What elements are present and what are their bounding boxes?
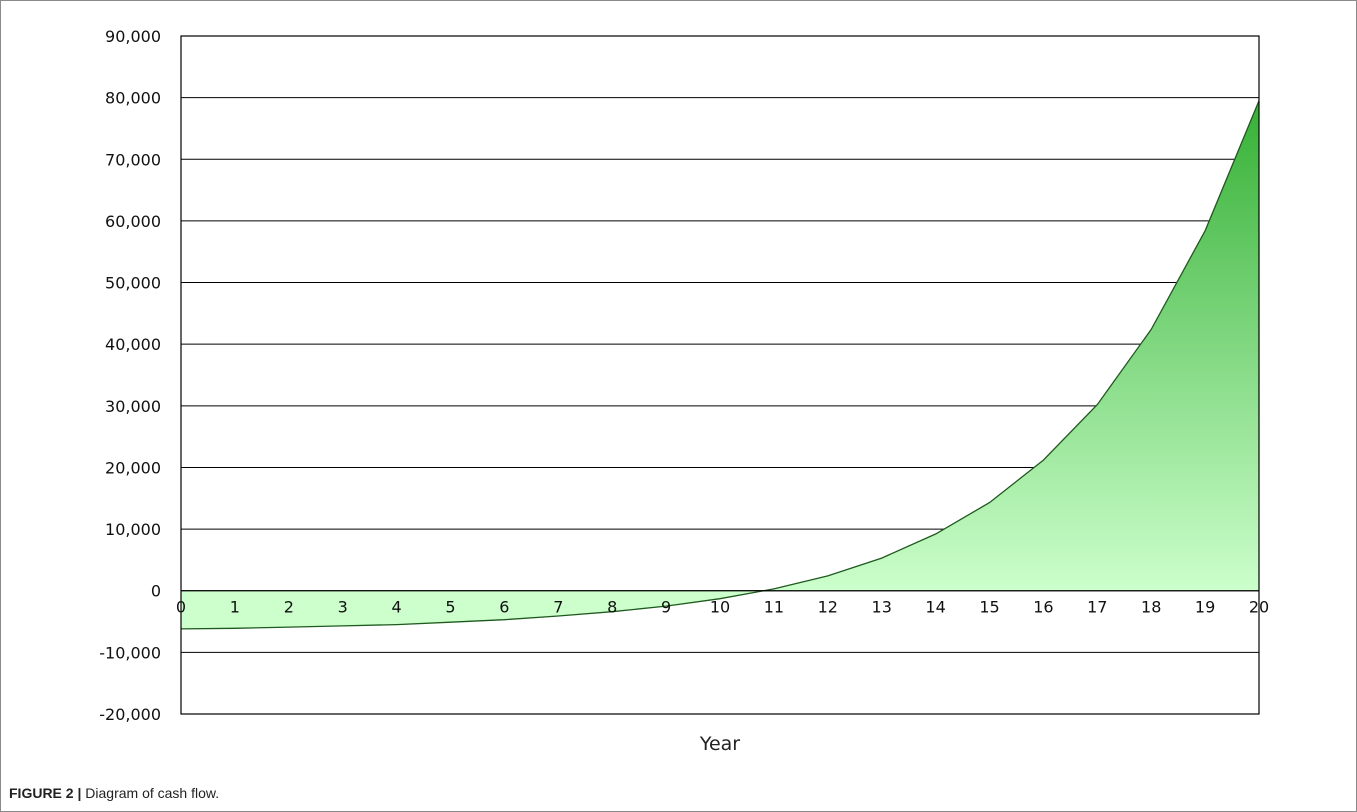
x-tick-label: 16 (1033, 598, 1053, 617)
cash-flow-chart: 90,000 80,000 70,000 60,000 50,000 40,000 30,0… (99, 27, 1269, 755)
x-tick-label: 20 (1249, 598, 1269, 617)
plot-area-border (180, 35, 1260, 715)
y-tick-label: 90,000 (105, 27, 161, 46)
x-tick-label: 10 (710, 598, 730, 617)
x-tick-label: 19 (1195, 598, 1215, 617)
x-tick-label: 5 (445, 598, 455, 617)
figure-caption: FIGURE 2 | Diagram of cash flow. (9, 785, 219, 801)
x-tick-label: 3 (338, 598, 348, 617)
y-tick-label: -20,000 (99, 705, 161, 724)
figure-number: FIGURE 2 (9, 785, 74, 801)
y-tick-label: 60,000 (105, 212, 161, 231)
x-tick-label: 14 (925, 598, 945, 617)
x-tick-label: 1 (230, 598, 240, 617)
x-tick-label: 13 (872, 598, 892, 617)
caption-text: Diagram of cash flow. (85, 785, 220, 801)
x-tick-label: 18 (1141, 598, 1161, 617)
y-tick-label: 80,000 (105, 89, 161, 108)
y-tick-label: 40,000 (105, 335, 161, 354)
y-tick-label: 10,000 (105, 520, 161, 539)
x-axis: 0 1 2 3 4 5 6 7 8 9 10 11 12 13 14 15 16 17 18 19 20 (176, 598, 1269, 617)
x-axis-title: Year (699, 733, 740, 755)
y-tick-label: 20,000 (105, 458, 161, 477)
y-tick-label: 50,000 (105, 274, 161, 293)
x-tick-label: 2 (284, 598, 294, 617)
x-tick-label: 11 (764, 598, 784, 617)
y-tick-label: 70,000 (105, 150, 161, 169)
x-tick-label: 15 (979, 598, 999, 617)
y-tick-label: -10,000 (99, 643, 161, 662)
cash-flow-area (181, 100, 1259, 629)
cash-flow-line (180, 100, 1260, 630)
y-tick-label: 0 (151, 582, 161, 601)
x-tick-label: 7 (553, 598, 563, 617)
x-tick-label: 0 (176, 598, 186, 617)
x-tick-label: 6 (499, 598, 509, 617)
x-tick-label: 9 (661, 598, 671, 617)
y-axis: 90,000 80,000 70,000 60,000 50,000 40,000 30,0… (99, 27, 161, 724)
x-tick-label: 17 (1087, 598, 1107, 617)
x-tick-label: 8 (607, 598, 617, 617)
y-tick-label: 30,000 (105, 397, 161, 416)
x-tick-label: 4 (392, 598, 402, 617)
x-tick-label: 12 (818, 598, 838, 617)
caption-separator: | (77, 785, 82, 801)
